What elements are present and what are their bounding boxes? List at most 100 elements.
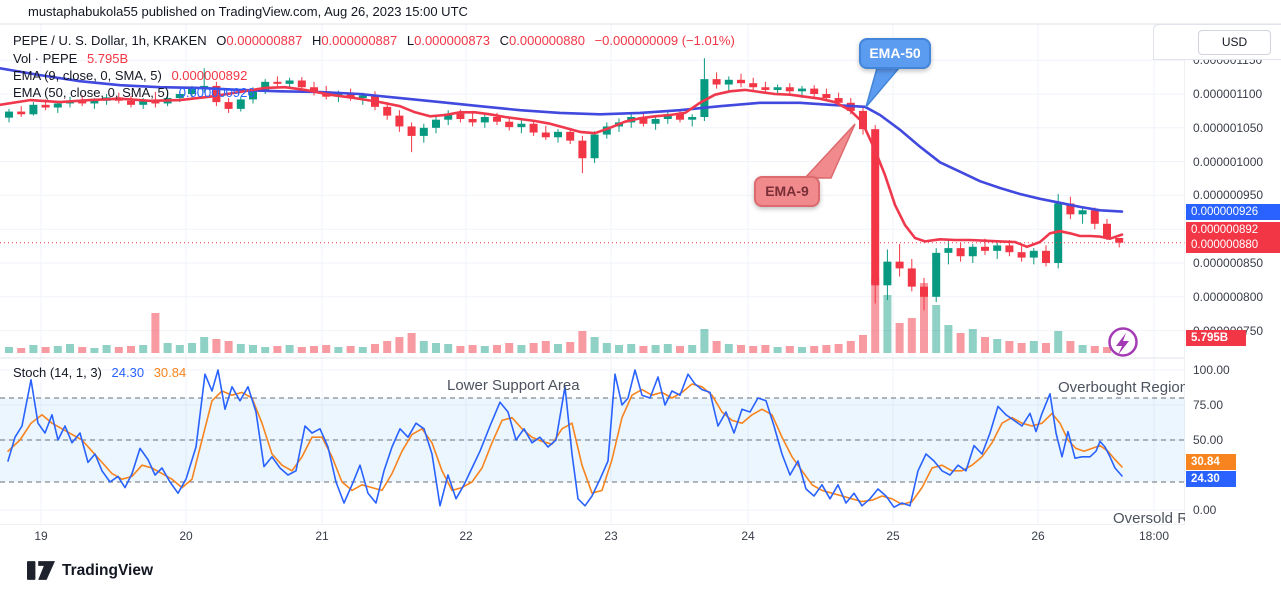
volume-bar [602,343,611,353]
candle-body [29,104,38,115]
candle-body [810,88,819,94]
ema50-callout: EMA-50 [859,38,931,69]
stoch-title: Stoch (14, 1, 3) [13,365,102,380]
volume-bar [29,345,38,353]
ema9-price-badge: 0.000000892 [1186,222,1280,238]
volume-bar [41,347,50,353]
volume-bar [200,337,209,353]
volume-bar [1090,346,1099,353]
currency-selector-box: USD [1153,24,1281,60]
candle-body [5,111,13,118]
volume-bar [712,341,721,353]
volume-bar [907,318,916,353]
ohlc-close-label: C [499,33,510,48]
price-scale-label: 0.000001000 [1193,154,1264,169]
time-axis-label: 22 [459,529,473,543]
volume-bar [883,295,892,353]
tradingview-wordmark: TradingView [62,561,154,579]
volume-bar [114,347,123,353]
volume-bar [224,341,233,353]
volume-bar [1042,343,1050,353]
ohlc-open-value: 0.000000887 [226,33,303,48]
volume-bar [1103,347,1111,353]
candle-body [590,134,599,159]
time-axis-label: 19 [34,529,48,543]
candle-body [17,111,26,115]
candle-body [785,87,794,92]
volume-bar [737,345,745,353]
ema50-legend: EMA (50, close, 0, SMA, 5) 0.000000926 [13,85,255,100]
volume-bar [676,346,684,353]
candle-body [175,94,184,99]
candle-body [236,99,245,109]
stoch-scale-label: 100.00 [1193,363,1230,377]
boost-button[interactable] [1108,327,1138,357]
volume-bar [749,346,758,353]
candle-body [1066,203,1075,215]
change-value: −0.000000009 (−1.01%) [594,33,735,48]
volume-bar [419,341,428,353]
volume-bar [566,342,575,353]
volume-bar [66,344,74,353]
volume-bar [444,344,453,353]
volume-bar [480,346,489,353]
ohlc-high-label: H [311,33,322,48]
ohlc-low-value: 0.000000873 [414,33,491,48]
symbol-title: PEPE / U. S. Dollar, 1h, KRAKEN [13,33,207,48]
volume-bar [78,347,87,353]
volume-bar [798,347,806,353]
ema9-callout: EMA-9 [754,176,820,207]
volume-bar [383,341,392,353]
volume-bar [188,343,196,353]
stoch-d-badge: 30.84 [1186,454,1236,470]
ema50-line [0,67,1124,213]
stoch-legend: Stoch (14, 1, 3) 24.30 30.84 [13,365,186,380]
candle-body [554,131,562,138]
stoch-scale-label: 0.00 [1193,503,1217,517]
volume-bar [175,345,184,353]
volume-bar [993,339,1002,353]
volume-bar [493,345,501,353]
volume-bar [1066,341,1075,353]
volume-legend: Vol · PEPE 5.795B [13,51,128,66]
volume-bar [1054,331,1063,353]
candle-body [90,100,99,104]
ema9-line [0,85,1124,249]
candle-body [578,140,587,159]
ohlc-close-value: 0.000000880 [509,33,585,48]
volume-bar [151,313,160,353]
volume-bar [932,305,941,353]
candle-body [1005,245,1014,253]
candle-body [505,121,514,128]
volume-bar [773,347,782,353]
volume-bar [163,343,172,353]
candle-body [712,79,721,85]
candle-body [224,102,233,109]
volume-bar [468,345,477,353]
volume-bar [358,347,367,353]
candle-body [517,123,526,128]
volume-bar [554,344,562,353]
stoch-k-value: 24.30 [111,365,145,380]
candle-body [188,88,196,94]
volume-bar [249,345,257,353]
candle-body [859,110,867,130]
candle-body [444,113,453,120]
usd-currency-button[interactable]: USD [1198,30,1271,55]
candle-body [395,115,404,127]
time-axis-label: 21 [315,529,329,543]
ohlc-open-label: O [216,33,227,48]
volume-label: Vol · PEPE [13,51,78,66]
volume-bar [517,345,526,353]
candle-body [956,248,965,257]
volume-bar [334,347,343,353]
volume-bar [285,345,294,353]
volume-bar [407,333,416,353]
stoch-k-line [7,369,1123,509]
candle-body [737,79,745,84]
volume-bar [541,341,550,353]
tradingview-logo[interactable]: TradingView [27,561,153,580]
candle-body [993,245,1002,251]
candle-body [383,106,392,116]
